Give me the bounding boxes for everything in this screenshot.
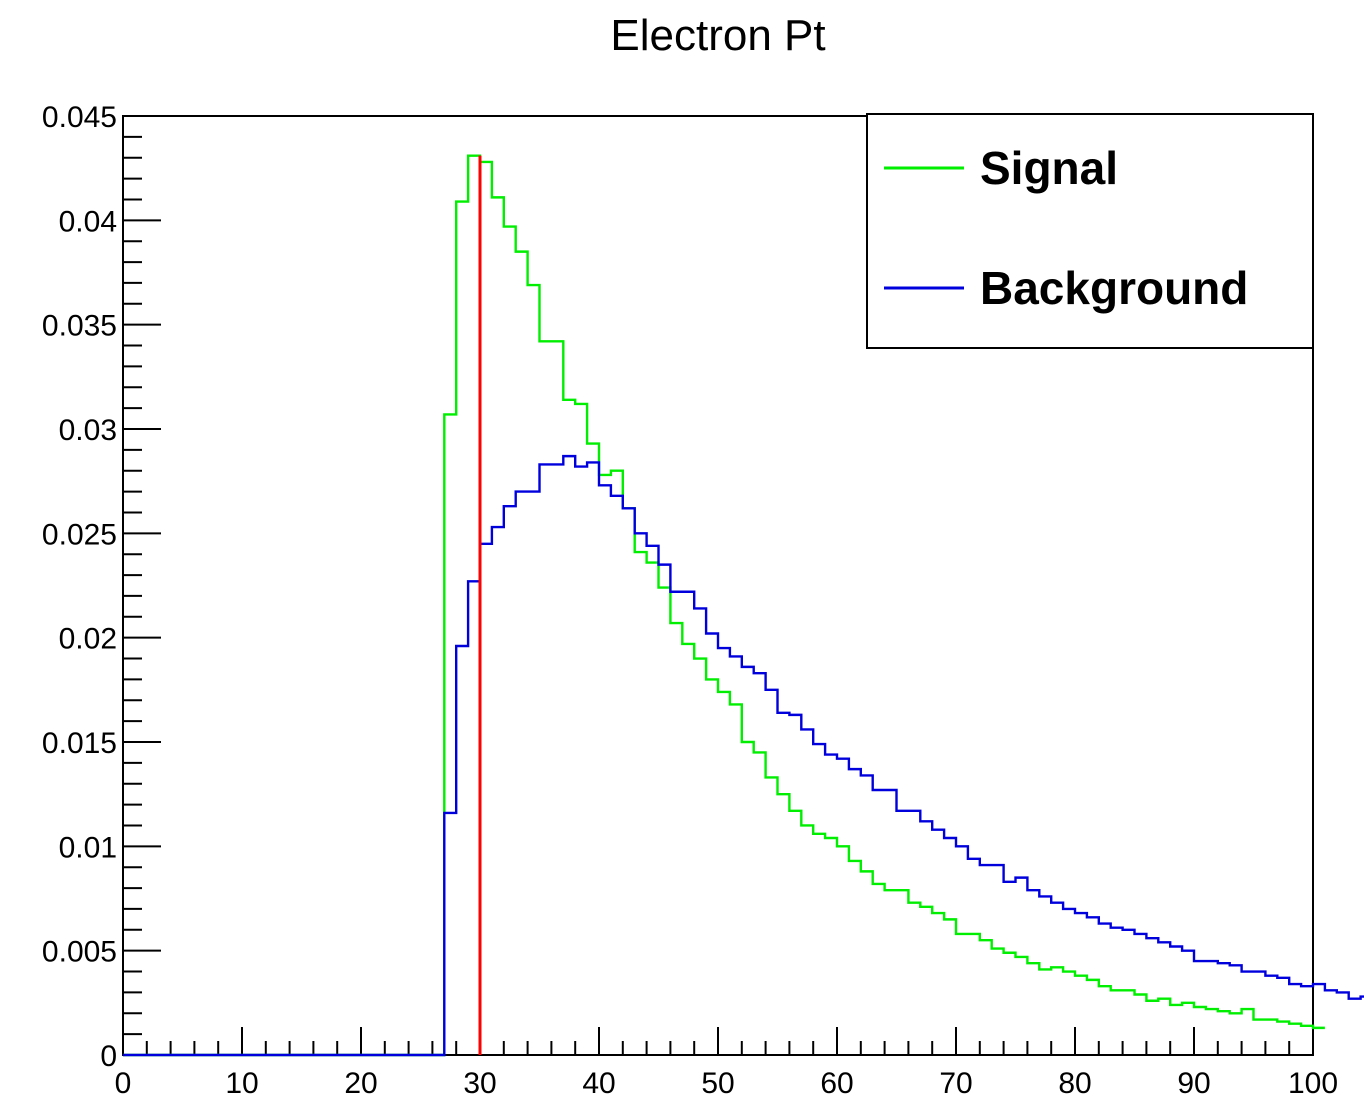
x-tick-label: 10 <box>225 1067 258 1100</box>
x-axis: 0 10 20 30 40 50 60 70 80 90 100 <box>115 1027 1338 1100</box>
legend-label-signal: Signal <box>980 142 1118 194</box>
legend: Signal Background <box>866 113 1314 349</box>
x-tick-label: 90 <box>1177 1067 1210 1100</box>
series-layer <box>123 154 1364 1057</box>
chart-title: Electron Pt <box>610 11 825 60</box>
x-tick-label: 60 <box>820 1067 853 1100</box>
series-step-line <box>123 154 1325 1057</box>
series-background <box>123 454 1364 1057</box>
y-axis: 0 0.005 0.01 0.015 0.02 0.025 0.03 0.035 0.04 0.0… <box>42 101 161 1073</box>
y-tick-label: 0.005 <box>42 936 117 969</box>
y-tick-label: 0.03 <box>59 414 117 447</box>
y-tick-label: 0.025 <box>42 518 117 551</box>
x-tick-label: 50 <box>701 1067 734 1100</box>
x-tick-label: 20 <box>344 1067 377 1100</box>
y-tick-label: 0.01 <box>59 831 117 864</box>
y-tick-label: 0.015 <box>42 727 117 760</box>
y-tick-label: 0.02 <box>59 623 117 656</box>
x-tick-label: 100 <box>1288 1067 1338 1100</box>
x-tick-label: 40 <box>582 1067 615 1100</box>
x-tick-label: 30 <box>463 1067 496 1100</box>
series-step-line <box>123 454 1364 1057</box>
legend-box <box>866 113 1314 349</box>
series-signal <box>123 154 1325 1057</box>
legend-label-background: Background <box>980 262 1248 314</box>
y-tick-label: 0.035 <box>42 310 117 343</box>
y-tick-label: 0.04 <box>59 205 117 238</box>
y-tick-label: 0 <box>100 1040 117 1073</box>
x-tick-label: 70 <box>939 1067 972 1100</box>
y-tick-label: 0.045 <box>42 101 117 134</box>
x-tick-label: 80 <box>1058 1067 1091 1100</box>
x-tick-label: 0 <box>115 1067 132 1100</box>
